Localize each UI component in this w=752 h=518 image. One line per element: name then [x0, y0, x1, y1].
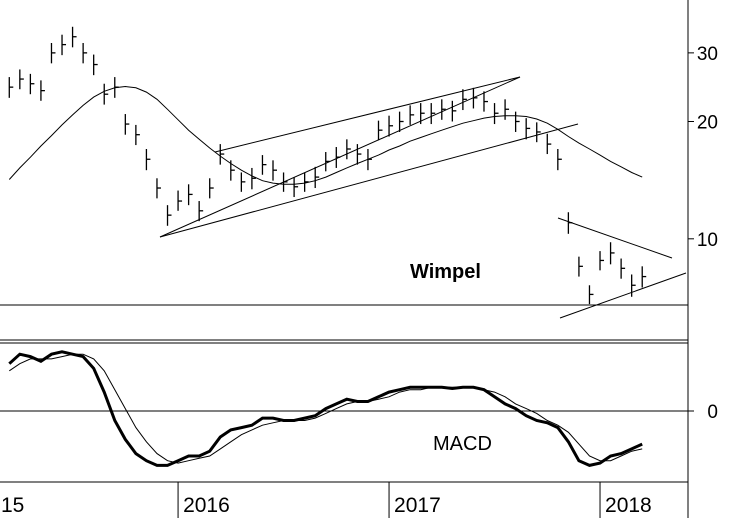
x-tick-label: 2016 — [183, 494, 230, 517]
x-tick-label: 15 — [1, 494, 24, 517]
moving-average — [8, 85, 643, 185]
x-tick-label: 2017 — [394, 494, 441, 517]
trend-line — [214, 76, 521, 153]
trend-line — [159, 123, 579, 238]
x-tick-label: 2018 — [605, 494, 652, 517]
macd-line — [8, 350, 643, 467]
annotation: Wimpel — [410, 261, 481, 283]
panel-label: MACD — [433, 433, 492, 455]
trend-line — [557, 217, 673, 259]
y-tick-label: 30 — [697, 44, 718, 65]
y-tick-label: 0 — [707, 402, 718, 423]
signal-line — [9, 353, 643, 464]
y-tick-label: 20 — [697, 112, 718, 133]
y-tick-label: 10 — [697, 230, 718, 251]
trend-line — [559, 272, 687, 319]
